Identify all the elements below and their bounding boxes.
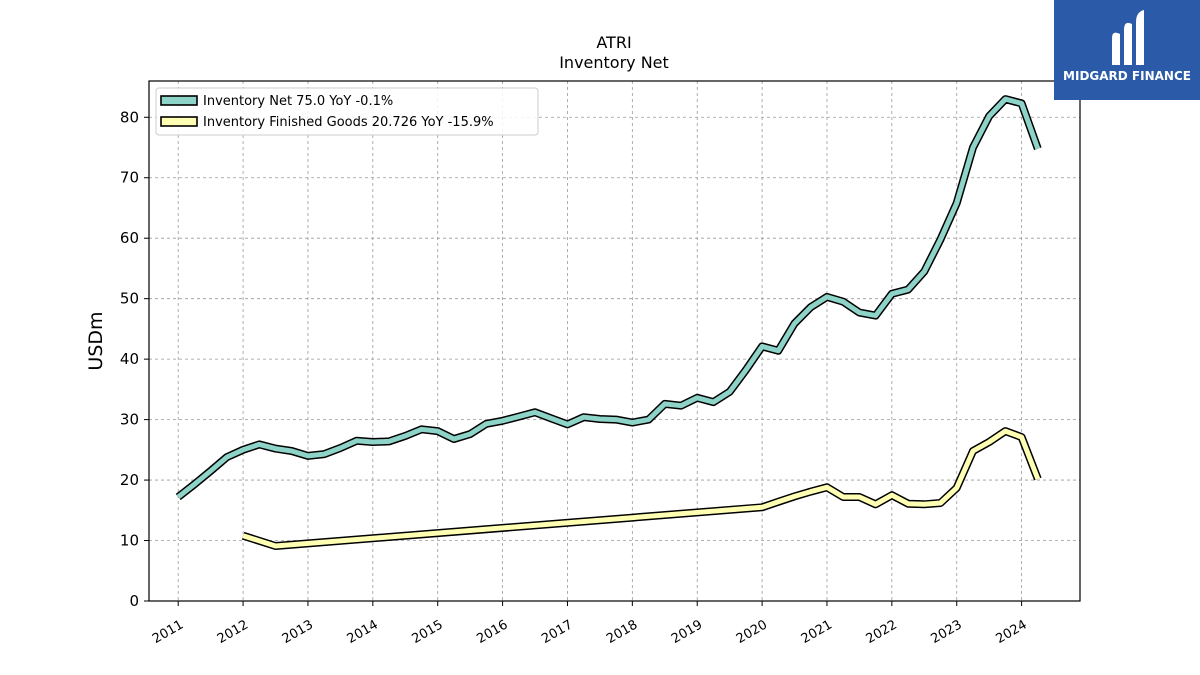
x-axis: 2011 2012 2013 2014 2015 2016 2017 2018 2019 2020… bbox=[150, 601, 1030, 647]
y-tick-label: 30 bbox=[120, 411, 139, 429]
series-line-outline-0 bbox=[175, 95, 1042, 501]
legend-box bbox=[155, 87, 539, 136]
series-layer bbox=[175, 95, 1042, 550]
x-tick-label: 2017 bbox=[539, 617, 575, 647]
y-tick-label: 20 bbox=[120, 471, 139, 489]
x-tick-label: 2021 bbox=[799, 617, 835, 647]
x-tick-label: 2013 bbox=[280, 617, 316, 647]
chart-subtitle: Inventory Net bbox=[559, 53, 669, 72]
x-tick-label: 2018 bbox=[604, 617, 640, 647]
legend-label-1: Inventory Finished Goods 20.726 YoY -15.… bbox=[203, 115, 494, 130]
x-tick-label: 2023 bbox=[929, 617, 965, 647]
x-tick-label: 2015 bbox=[410, 617, 446, 647]
series-line-outline-1 bbox=[241, 427, 1042, 550]
x-tick-label: 2014 bbox=[345, 617, 381, 647]
y-tick-label: 50 bbox=[120, 290, 139, 308]
y-tick-label: 70 bbox=[120, 169, 139, 187]
y-tick-label: 60 bbox=[120, 229, 139, 247]
series-line-1 bbox=[242, 428, 1041, 549]
x-tick-label: 2022 bbox=[864, 617, 900, 647]
y-axis: 0 10 20 30 40 50 60 70 80 bbox=[120, 108, 149, 610]
plot-frame bbox=[148, 80, 1081, 602]
x-tick-label: 2011 bbox=[150, 617, 186, 647]
y-tick-label: 0 bbox=[129, 592, 139, 610]
x-tick-label: 2012 bbox=[215, 617, 251, 647]
legend-swatch-1 bbox=[160, 116, 198, 127]
legend-label-0: Inventory Net 75.0 YoY -0.1% bbox=[203, 94, 393, 109]
midgard-finance-logo: MIDGARD FINANCE bbox=[1054, 0, 1200, 100]
logo-text: MIDGARD FINANCE bbox=[1063, 69, 1191, 83]
y-tick-label: 80 bbox=[120, 108, 139, 126]
y-tick-label: 10 bbox=[120, 532, 139, 550]
y-axis-label: USDm bbox=[85, 311, 107, 370]
grid-lines bbox=[149, 81, 1080, 602]
y-tick-label: 40 bbox=[120, 350, 139, 368]
x-tick-label: 2019 bbox=[669, 617, 705, 647]
chart-title: ATRI bbox=[596, 33, 631, 52]
legend-swatch-0 bbox=[160, 95, 198, 106]
x-tick-label: 2016 bbox=[474, 617, 510, 647]
x-tick-label: 2024 bbox=[993, 617, 1029, 647]
x-tick-label: 2020 bbox=[734, 617, 770, 647]
legend: Inventory Net 75.0 YoY -0.1% Inventory Fi… bbox=[155, 87, 539, 136]
logo-mark-icon bbox=[1112, 10, 1144, 65]
series-line-0 bbox=[176, 96, 1041, 499]
